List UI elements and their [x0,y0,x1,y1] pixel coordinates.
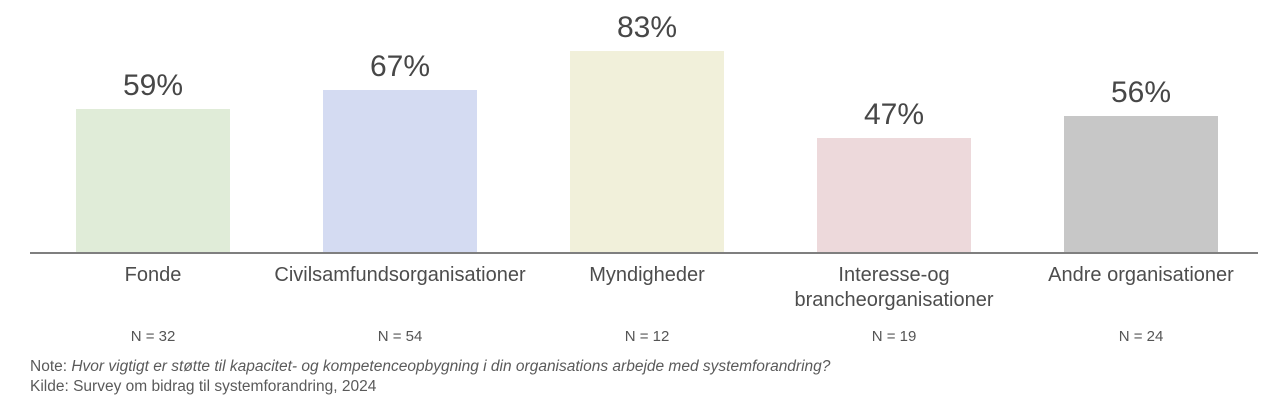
category-label-5: Andre organisationer [1048,264,1234,286]
value-label-2: 67% [369,50,431,83]
chart-note: Note: Hvor vigtigt er støtte til kapacit… [30,357,830,377]
chart-footnotes: Note: Hvor vigtigt er støtte til kapacit… [30,357,830,396]
value-label-5: 56% [1110,76,1172,109]
n-label-4: N = 19 [871,328,917,345]
category-label-1: Fonde [124,264,182,286]
chart-source: Kilde: Survey om bidrag til systemforand… [30,377,377,395]
note-question: Hvor vigtigt er støtte til kapacitet- og… [71,358,831,375]
category-label-2: Civilsamfundsorganisationer [274,264,526,286]
bar-4 [817,138,971,252]
x-axis-line [30,252,1258,254]
bar-5 [1064,116,1218,252]
value-label-3: 83% [616,11,678,44]
value-label-1: 59% [122,69,184,102]
category-label-3: Myndigheder [589,264,705,286]
value-label-4: 47% [863,98,925,131]
bar-1 [76,109,230,252]
bar-2 [323,90,477,252]
n-label-1: N = 32 [130,328,176,345]
note-prefix: Note: [30,358,72,375]
category-label-4: Interesse-og brancheorganisationer [794,264,994,311]
n-label-5: N = 24 [1118,328,1164,345]
n-label-2: N = 54 [377,328,423,345]
bar-3 [570,51,724,252]
n-label-3: N = 12 [624,328,670,345]
